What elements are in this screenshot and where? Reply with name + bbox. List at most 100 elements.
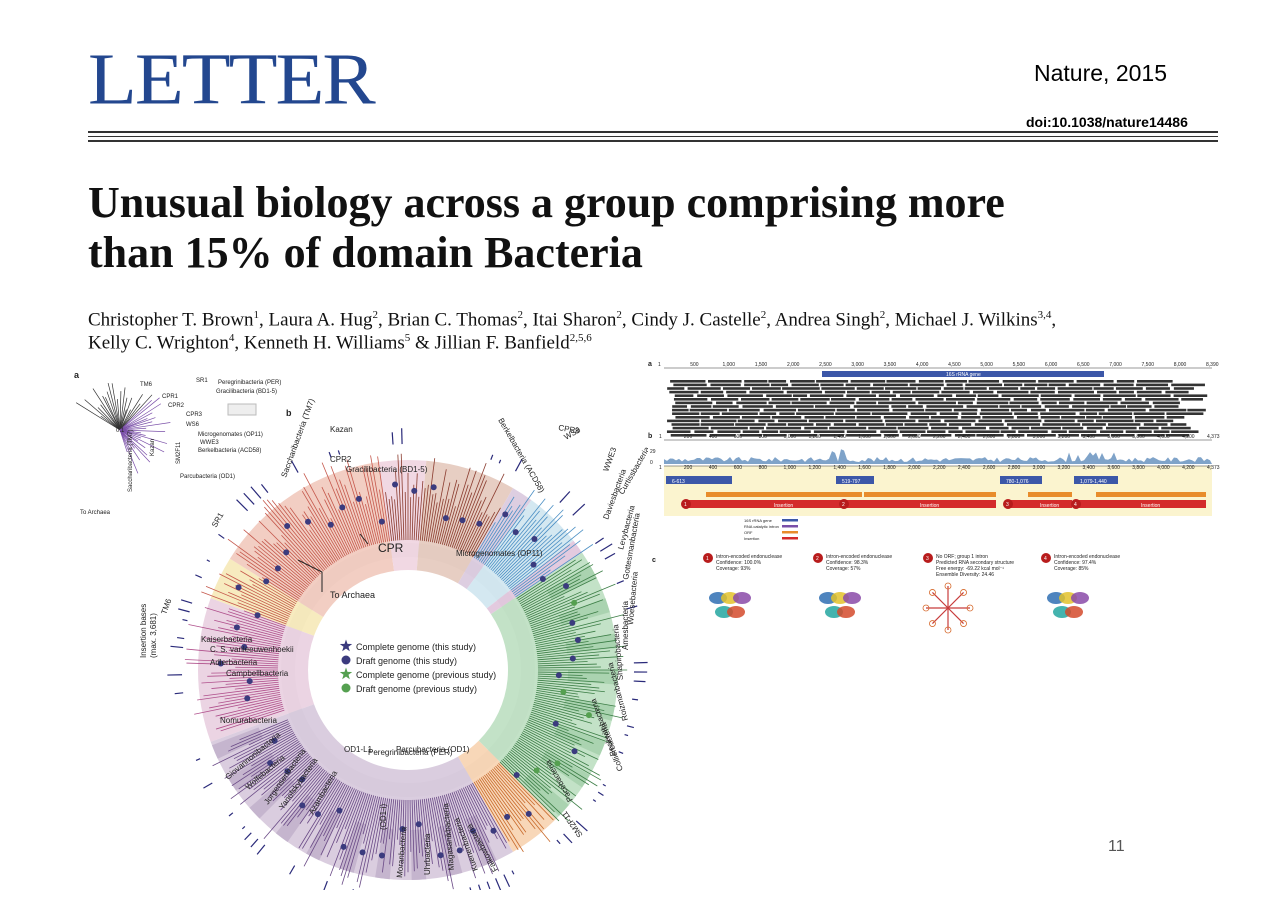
branch [263, 768, 324, 839]
scale-tick: 4,500 [948, 362, 961, 368]
branch [433, 498, 444, 543]
read-bar [700, 412, 720, 415]
branch [485, 515, 525, 567]
read-bar [736, 401, 767, 405]
cpr-box [227, 403, 257, 416]
read-bar [1024, 383, 1048, 387]
genome-dot [235, 584, 242, 591]
clade-label: Campbellbacteria [226, 669, 289, 678]
read-bar [1057, 387, 1093, 390]
insertion-bar [503, 874, 511, 888]
insertion-bar [328, 451, 332, 458]
author-separator: , [234, 332, 244, 354]
branch [411, 484, 415, 541]
annotation-line: Coverage: 85% [1054, 566, 1089, 572]
branch [437, 498, 450, 544]
branch [352, 501, 369, 547]
wedge-stripe [410, 829, 427, 880]
branch [404, 492, 407, 541]
read-bar [1018, 430, 1048, 433]
branch [253, 749, 306, 791]
read-bar [766, 426, 802, 430]
read-bar [1042, 423, 1081, 426]
branch [235, 585, 292, 614]
read-bar [763, 408, 797, 412]
scale-tick: 7,000 [1109, 362, 1122, 368]
inset-branch [119, 427, 147, 431]
read-bar [850, 380, 886, 383]
read-bar [1030, 426, 1061, 430]
branch [530, 599, 604, 627]
branch [237, 602, 288, 623]
branch [228, 649, 279, 657]
read-bar [1068, 383, 1101, 387]
genome-dot [442, 515, 449, 522]
annotation-panel: c 1 Intron-encoded endonucleaseConfidence:… [652, 553, 1120, 634]
branch [336, 788, 355, 829]
genome-dot [327, 521, 334, 528]
branch [501, 535, 547, 580]
read-bar [1020, 387, 1035, 390]
read-bar [1171, 383, 1205, 387]
branch [219, 573, 293, 612]
genome-dot [415, 821, 422, 828]
annotation-line: Ensemble Diversity: 24.46 [936, 572, 994, 578]
genome-dot [233, 624, 240, 631]
branch [284, 505, 331, 567]
scale-tick: 1,800 [883, 434, 896, 440]
read-bar [1136, 383, 1169, 387]
branch [305, 774, 332, 811]
branch [490, 769, 551, 842]
read-bar [771, 398, 799, 401]
read-bar [722, 387, 751, 390]
read-bar [885, 419, 916, 423]
genome-dot [254, 612, 261, 619]
branch [537, 650, 611, 659]
read-bar [915, 398, 944, 401]
legend-star-icon [339, 667, 353, 680]
scale-tick: 1,200 [808, 465, 821, 471]
scale-tick: 3,600 [1107, 465, 1120, 471]
author-separator: , [621, 309, 632, 331]
read-bar [965, 430, 1000, 433]
read-bar [1152, 401, 1180, 405]
scale-tick: 2,400 [958, 434, 971, 440]
read-bar [689, 408, 728, 412]
inset-branch [119, 397, 133, 431]
author-affiliation: 3,4 [1037, 309, 1052, 321]
read-bar [925, 408, 952, 412]
read-bar [672, 408, 689, 412]
scale-tick: 400 [709, 434, 718, 440]
read-bar [1030, 408, 1046, 412]
branch [512, 746, 552, 775]
branch [413, 473, 418, 541]
branch [404, 799, 407, 877]
insertion-bar [559, 491, 571, 503]
header-rule-bottom [88, 140, 1218, 142]
insertion-bases-label: Insertion bases [139, 604, 148, 658]
clade-label: Nomurabacteria [220, 716, 277, 725]
branch [482, 489, 535, 564]
branch [214, 619, 283, 639]
branch [521, 574, 582, 608]
branch [330, 465, 363, 549]
read-bar [815, 423, 831, 426]
insertion-marker [681, 499, 691, 509]
branch [411, 799, 415, 872]
read-bar [787, 423, 814, 426]
genome-dot [539, 576, 546, 583]
branch [523, 728, 571, 754]
branch [389, 799, 397, 865]
branch [530, 611, 578, 629]
branch [228, 723, 290, 752]
annotation-number: 2 [816, 556, 819, 562]
read-bar [1095, 419, 1134, 423]
branch [531, 709, 577, 726]
branch [382, 798, 391, 844]
legend-label: Draft genome (previous study) [356, 684, 477, 694]
insertion-bar [511, 870, 515, 875]
branch [532, 611, 599, 633]
genome-dot [284, 768, 291, 775]
inset-branch [97, 407, 121, 431]
branch [251, 737, 298, 767]
